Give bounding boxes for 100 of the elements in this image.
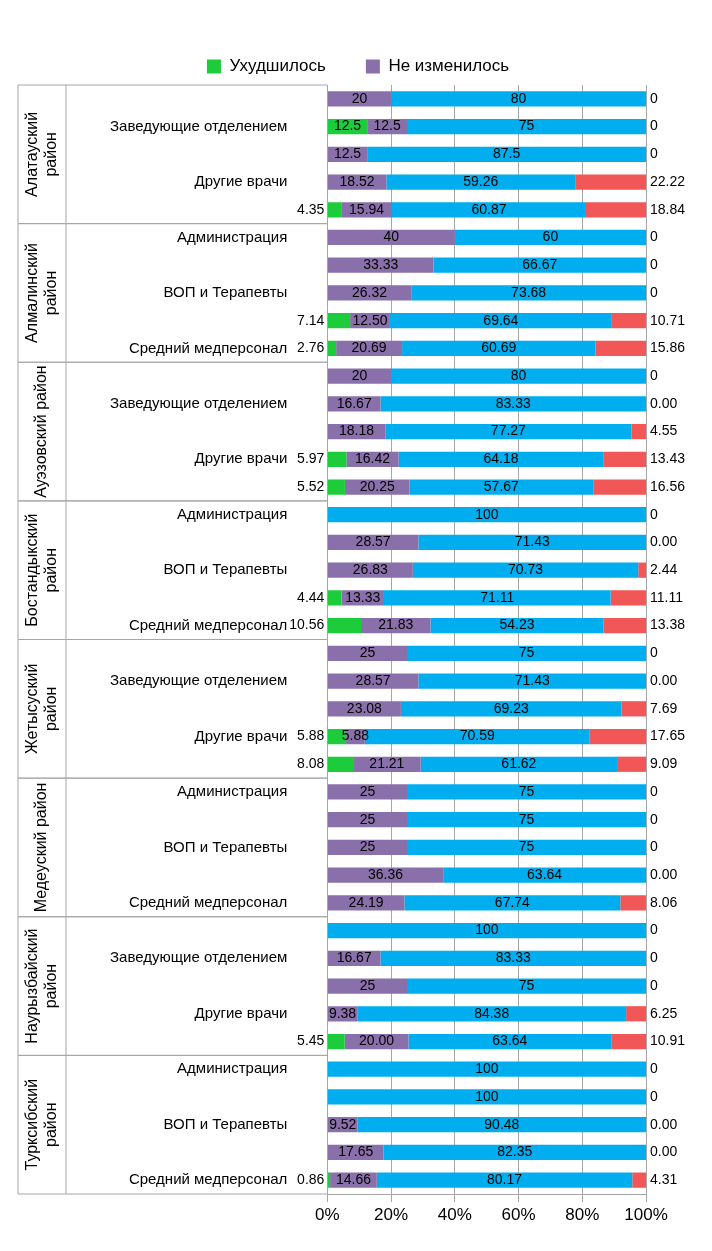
bar	[327, 507, 646, 523]
bar	[327, 1061, 646, 1077]
y-tick-label: Заведующие отделением	[110, 948, 288, 966]
data-label: 83.33	[495, 949, 531, 966]
data-label: 28.57	[355, 671, 391, 688]
data-label: 10.56	[289, 616, 325, 633]
data-label: 59.26	[463, 172, 499, 189]
bar	[327, 590, 342, 606]
data-label: 90.48	[484, 1115, 520, 1132]
data-label: 70.73	[508, 561, 544, 578]
text: Медеуский район	[32, 782, 50, 913]
text: Наурызбайский район	[22, 928, 59, 1044]
bar	[327, 645, 408, 661]
bar	[327, 479, 345, 495]
y-tick-label: Средний медперсонал	[128, 1170, 288, 1188]
bar	[380, 950, 646, 966]
data-label: 0.00	[650, 533, 678, 550]
data-label: 5.97	[297, 450, 325, 467]
bar	[327, 922, 646, 939]
data-label: 40	[383, 228, 400, 245]
bar	[454, 229, 646, 246]
data-label: 100	[475, 505, 499, 522]
bar	[418, 534, 646, 551]
data-label: 75	[518, 838, 535, 855]
bar	[327, 451, 347, 467]
data-label: 5.52	[297, 477, 325, 494]
data-label: 33.33	[363, 256, 399, 273]
data-label: 82.35	[497, 1143, 533, 1160]
data-label: 0.86	[297, 1171, 325, 1187]
data-label: 0	[650, 117, 658, 134]
data-label: 100	[475, 1060, 499, 1077]
data-label: 21.21	[369, 755, 405, 772]
data-label: 21.83	[378, 616, 414, 633]
bar	[386, 174, 576, 190]
data-label: 71.43	[514, 533, 550, 550]
y-tick-label: Заведующие отделением	[110, 671, 288, 689]
data-label: 69.64	[483, 311, 519, 328]
y-tick-label: Заведующие отделением	[110, 116, 288, 134]
data-label: 0	[650, 949, 658, 966]
text: Алмалинский район	[22, 242, 59, 343]
data-label: 4.31	[650, 1171, 678, 1187]
bar	[327, 895, 405, 911]
data-label: 71.43	[514, 671, 550, 688]
legend-label: Ухудшилось	[229, 56, 327, 76]
data-label: 80	[510, 89, 527, 106]
y-tick-label: Другие врачи	[194, 172, 288, 190]
data-label: 0	[650, 810, 658, 827]
bar	[430, 618, 604, 634]
data-label: 8.08	[297, 755, 325, 772]
data-label: 71.11	[480, 588, 515, 605]
y-tick-label: Другие врачи	[194, 726, 288, 744]
data-label: 0	[650, 976, 658, 993]
data-label: 61.62	[501, 755, 537, 772]
bar	[433, 257, 646, 273]
data-label: 0.00	[650, 1115, 678, 1132]
data-label: 25	[359, 976, 376, 993]
bar	[443, 867, 646, 883]
data-label: 18.52	[339, 172, 375, 189]
data-label: 20	[351, 366, 368, 383]
data-label: 18.84	[650, 200, 686, 217]
data-label: 20.69	[351, 339, 387, 356]
data-label: 12.5	[373, 117, 401, 134]
data-label: 26.83	[352, 561, 389, 578]
data-label: 83.33	[495, 394, 531, 411]
data-label: 69.23	[493, 699, 529, 716]
data-label: 16.42	[355, 450, 391, 467]
bar	[412, 562, 639, 578]
bar	[411, 285, 646, 301]
data-label: 66.67	[522, 256, 558, 273]
data-label: 9.09	[650, 755, 678, 772]
data-label: 12.5	[333, 117, 362, 134]
data-label: 25	[359, 644, 376, 661]
bar	[327, 340, 337, 357]
data-label: 11.11	[650, 588, 684, 605]
bar	[327, 229, 455, 246]
data-label: 0	[650, 283, 658, 300]
data-label: 5.45	[297, 1032, 325, 1049]
bar	[327, 673, 419, 689]
data-label: 5.88	[297, 727, 325, 744]
y-tick-label: ВОП и Терапевты	[163, 283, 288, 301]
bar	[327, 202, 342, 218]
bar	[391, 91, 646, 107]
bar	[383, 590, 611, 606]
bar	[620, 895, 646, 911]
data-label: 10.71	[650, 311, 686, 328]
x-tick-label: 80%	[565, 1204, 600, 1224]
data-label: 16.56	[650, 477, 686, 494]
y-tick-label: ВОП и Терапевты	[163, 1114, 288, 1132]
text: Бостандыкский район	[22, 513, 59, 627]
bar	[380, 396, 646, 412]
bar	[621, 701, 646, 717]
data-label: 60	[542, 228, 559, 245]
data-label: 2.44	[650, 561, 678, 578]
data-label: 9.52	[329, 1115, 357, 1132]
data-label: 87.5	[492, 145, 521, 162]
bar	[327, 812, 408, 828]
bar	[367, 146, 646, 162]
data-label: 63.64	[527, 866, 563, 883]
bar	[327, 978, 408, 994]
bar	[327, 618, 361, 634]
